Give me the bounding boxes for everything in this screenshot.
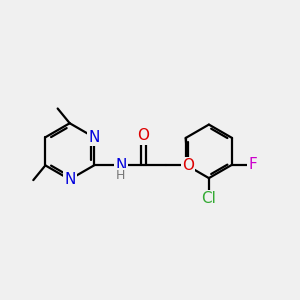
Text: N: N	[115, 158, 127, 173]
Text: N: N	[64, 172, 75, 187]
Text: F: F	[248, 157, 257, 172]
Text: N: N	[88, 130, 100, 145]
Text: H: H	[116, 169, 125, 182]
Text: O: O	[138, 128, 150, 143]
Text: O: O	[182, 158, 194, 173]
Text: Cl: Cl	[202, 191, 216, 206]
